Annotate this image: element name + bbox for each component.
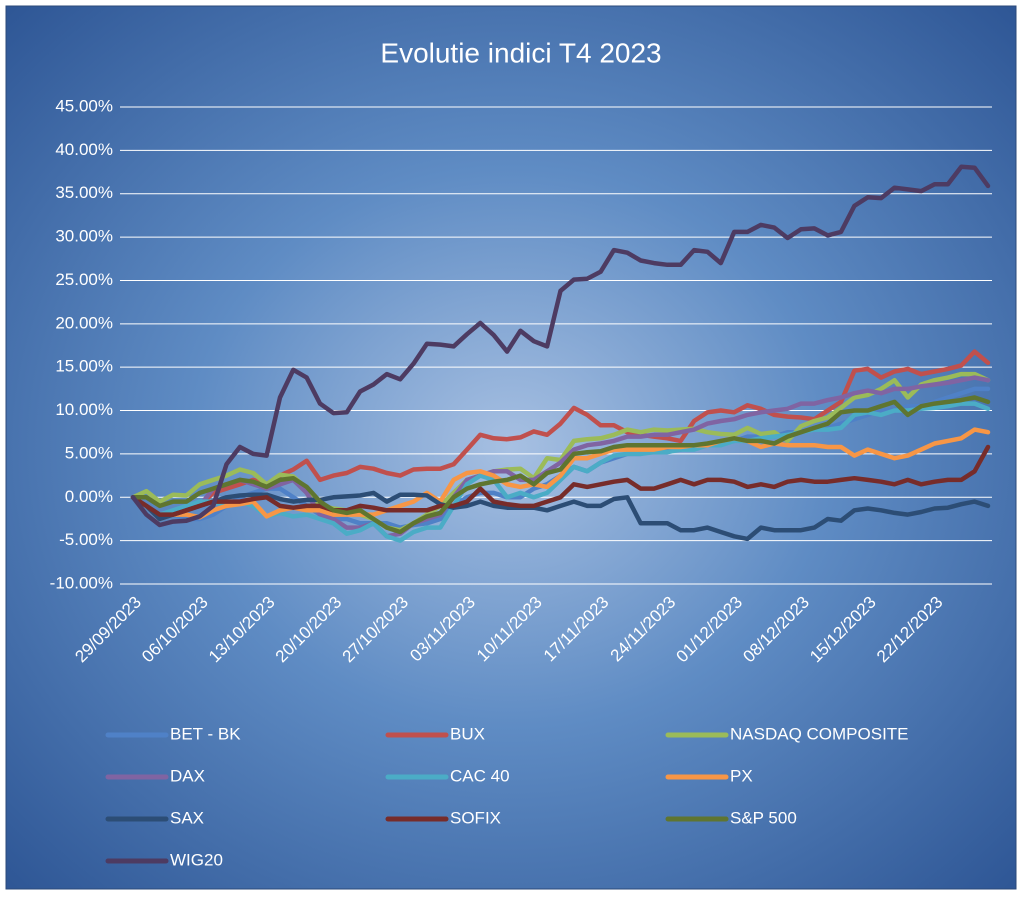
- chart-title: Evolutie indici T4 2023: [380, 37, 661, 68]
- y-tick-label: -10.00%: [50, 573, 113, 592]
- y-tick-label: 35.00%: [55, 183, 113, 202]
- y-tick-label: 40.00%: [55, 140, 113, 159]
- legend-label: SOFIX: [450, 808, 501, 827]
- y-tick-label: -5.00%: [59, 530, 113, 549]
- chart-area: [5, 5, 1017, 890]
- line: [130, 444, 991, 517]
- y-tick-label: 0.00%: [65, 487, 113, 506]
- line: [130, 427, 991, 522]
- line: [130, 395, 991, 535]
- y-tick-label: 25.00%: [55, 270, 113, 289]
- legend-label: PX: [730, 766, 753, 785]
- legend-label: CAC 40: [450, 766, 510, 785]
- y-tick-label: 20.00%: [55, 313, 113, 332]
- legend-label: SAX: [170, 808, 204, 827]
- legend-label: BUX: [450, 724, 485, 743]
- legend-label: BET - BK: [170, 724, 241, 743]
- line: [130, 375, 991, 539]
- y-tick-label: 15.00%: [55, 357, 113, 376]
- legend-label: NASDAQ COMPOSITE: [730, 724, 909, 743]
- y-tick-label: 45.00%: [55, 96, 113, 115]
- y-tick-label: 5.00%: [65, 443, 113, 462]
- line: [130, 490, 991, 542]
- y-tick-label: 10.00%: [55, 400, 113, 419]
- legend-label: WIG20: [170, 850, 223, 869]
- y-tick-label: 30.00%: [55, 227, 113, 246]
- legend-label: DAX: [170, 766, 205, 785]
- legend-label: S&P 500: [730, 808, 797, 827]
- line: [130, 164, 991, 528]
